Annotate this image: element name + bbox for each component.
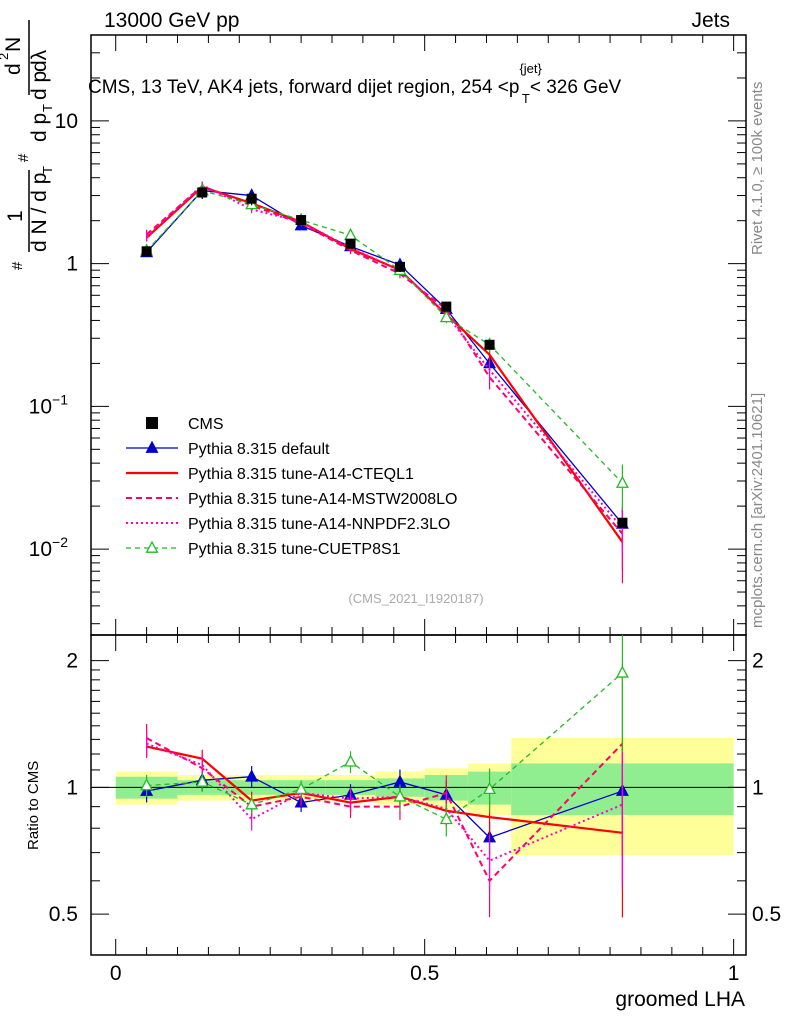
rivet-version-label: Rivet 4.1.0, ≥ 100k events <box>749 82 766 255</box>
main-series-cms <box>141 186 628 528</box>
ratio-y-tick-label: 1 <box>66 776 78 799</box>
svg-text:T: T <box>40 104 55 112</box>
cms-point <box>484 339 495 350</box>
svg-text:d N / d p: d N / d p <box>28 173 51 252</box>
y-tick-label: 1 <box>66 253 78 276</box>
legend-label: Pythia 8.315 tune-CUETP8S1 <box>188 541 401 558</box>
main-point <box>439 310 453 323</box>
legend-item-cms: CMS <box>146 416 224 433</box>
ratio-point <box>294 781 308 795</box>
ratio-y-tick-label-right: 2 <box>752 650 764 673</box>
ratio-series-cuetp8s1 <box>140 635 629 837</box>
y-tick-label: 10−2 <box>29 534 69 561</box>
main-line-cteql1 <box>145 185 624 543</box>
legend-label: Pythia 8.315 tune-A14-MSTW2008LO <box>188 491 457 508</box>
svg-text:1: 1 <box>4 210 27 222</box>
cms-point <box>197 187 208 198</box>
svg-text:d p: d p <box>28 113 51 142</box>
svg-text:d: d <box>2 63 25 75</box>
cms-point <box>246 193 257 204</box>
mcplots-label: mcplots.cern.ch [arXiv:2401.10621] <box>749 393 766 628</box>
ratio-point <box>344 754 358 767</box>
svg-text:2: 2 <box>0 53 11 60</box>
cms-point <box>296 215 307 226</box>
ratio-point <box>483 781 497 795</box>
legend-item-default: Pythia 8.315 default <box>126 440 330 458</box>
cms-point <box>441 301 452 312</box>
svg-text:T: T <box>40 166 55 174</box>
x-tick-label: 0.5 <box>410 962 439 985</box>
legend-item-mstw: Pythia 8.315 tune-A14-MSTW2008LO <box>126 491 457 508</box>
legend-item-nnpdf: Pythia 8.315 tune-A14-NNPDF2.3LO <box>126 516 450 533</box>
main-point <box>615 475 629 488</box>
main-y-axis-label: # 1 d N / d p T # d p T d 2 N d p dλ <box>0 20 55 270</box>
svg-text:N: N <box>2 37 25 52</box>
cms-point <box>141 246 152 257</box>
x-tick-label: 1 <box>728 962 740 985</box>
ratio-point <box>195 774 209 787</box>
svg-text:d p: d p <box>28 71 51 100</box>
ratio-point <box>439 811 453 825</box>
analysis-id: (CMS_2021_I1920187) <box>348 591 483 606</box>
y-tick-label: 10−1 <box>29 391 69 418</box>
legend-item-cuetp8s1: Pythia 8.315 tune-CUETP8S1 <box>126 540 401 558</box>
ratio-point <box>393 789 407 802</box>
cms-point <box>394 261 405 272</box>
ratio-line-nnpdf <box>146 742 623 862</box>
x-axis-label: groomed LHA <box>615 988 745 1011</box>
ratio-plot-frame <box>90 634 747 956</box>
ratio-y-tick-label-right: 0.5 <box>752 903 781 926</box>
plot-title: CMS, 13 TeV, AK4 jets, forward dijet reg… <box>88 61 622 106</box>
svg-text:dλ: dλ <box>28 49 51 72</box>
legend-label: Pythia 8.315 tune-A14-NNPDF2.3LO <box>188 516 450 533</box>
ratio-y-tick-label: 0.5 <box>49 903 78 926</box>
y-tick-label: 10 <box>55 110 78 133</box>
legend-marker <box>145 440 159 453</box>
ratio-point <box>615 665 629 678</box>
ratio-point <box>245 769 259 782</box>
main-point <box>344 227 358 241</box>
ratio-y-axis-label: Ratio to CMS <box>25 761 42 850</box>
svg-text:#: # <box>15 153 32 162</box>
legend: CMS Pythia 8.315 default Pythia 8.315 tune… <box>126 416 457 558</box>
main-series-cuetp8s1 <box>140 183 629 510</box>
header-right: Jets <box>691 9 730 32</box>
ratio-point <box>245 797 259 810</box>
main-series-cteql1 <box>145 183 624 571</box>
x-tick-label: 0 <box>110 962 122 985</box>
header-left: 13000 GeV pp <box>104 9 239 32</box>
legend-label: Pythia 8.315 tune-A14-CTEQL1 <box>188 466 414 483</box>
svg-text:#: # <box>9 261 26 270</box>
cms-point <box>345 238 356 249</box>
cms-point <box>617 517 628 528</box>
main-line-cuetp8s1 <box>146 189 623 484</box>
legend-label: Pythia 8.315 default <box>188 441 330 458</box>
ratio-point <box>140 778 154 791</box>
legend-marker <box>146 417 158 429</box>
ratio-line-mstw <box>146 737 624 883</box>
legend-label: CMS <box>188 416 224 433</box>
ratio-y-tick-label: 2 <box>66 650 78 673</box>
legend-item-cteql1: Pythia 8.315 tune-A14-CTEQL1 <box>126 466 414 483</box>
legend-marker <box>145 540 159 553</box>
ratio-y-tick-label-right: 1 <box>752 776 764 799</box>
